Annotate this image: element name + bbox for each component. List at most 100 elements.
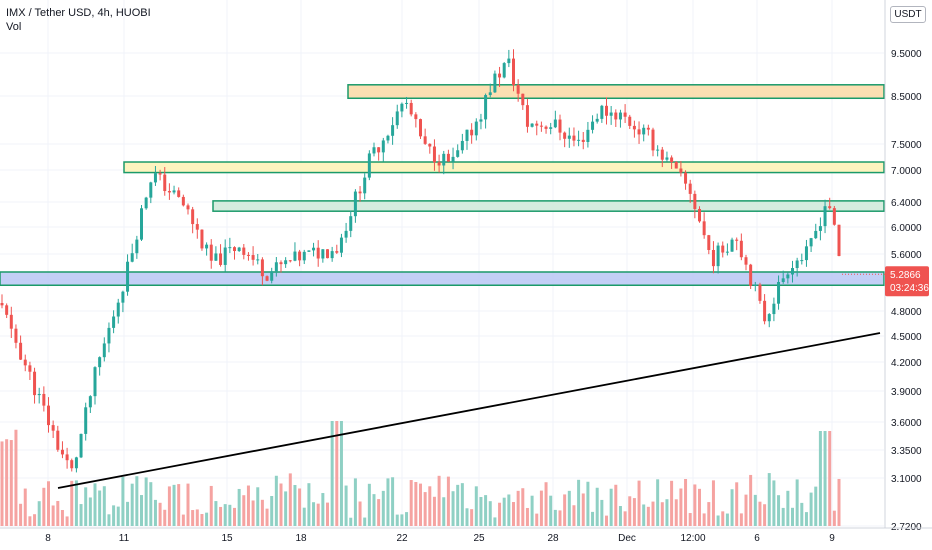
- last-price-value: 5.2866: [890, 270, 921, 281]
- zone-resistance-6.3[interactable]: [212, 200, 885, 212]
- volume-bar: [14, 429, 18, 526]
- candle-body: [609, 112, 613, 116]
- volume-bar: [581, 493, 585, 526]
- candle-body: [646, 127, 650, 130]
- candle-body: [725, 251, 729, 253]
- candle-body: [767, 314, 771, 322]
- volume-bar: [609, 488, 613, 526]
- volume-bar: [353, 478, 357, 526]
- candle-body: [623, 112, 627, 117]
- trendline-layer[interactable]: [57, 332, 881, 489]
- volume-bar: [126, 501, 130, 526]
- bar-countdown: 03:24:36: [890, 283, 929, 294]
- candle-body: [158, 173, 162, 175]
- candle-body: [326, 249, 329, 259]
- candle-body: [381, 140, 385, 153]
- volume-bar: [823, 431, 827, 526]
- candle-body: [628, 116, 632, 126]
- volume-bar: [149, 482, 153, 526]
- volume-bar: [107, 514, 111, 526]
- volume-bar: [521, 488, 525, 526]
- sr-zones[interactable]: [0, 84, 885, 286]
- volume-bar: [163, 509, 167, 526]
- volume-bar: [130, 483, 134, 526]
- candle-body: [753, 284, 757, 286]
- candle-body: [298, 251, 302, 261]
- volume-bar: [767, 473, 771, 526]
- symbol-title: IMX / Tether USD, 4h, HUOBI: [6, 7, 151, 19]
- candle-body: [200, 229, 204, 249]
- volume-bar: [228, 504, 232, 526]
- volume-bar: [498, 502, 502, 526]
- candle-body: [721, 245, 725, 253]
- candle-body: [274, 262, 278, 272]
- volume-bar: [656, 479, 660, 526]
- volume-bar: [637, 480, 641, 526]
- volume-bar: [460, 483, 464, 526]
- candle-body: [502, 63, 506, 78]
- volume-bar: [37, 501, 41, 526]
- volume-bar: [219, 506, 223, 526]
- candle-body: [707, 235, 711, 250]
- volume-bar: [195, 509, 199, 526]
- candle-body: [307, 250, 311, 252]
- volume-bar: [23, 488, 27, 526]
- volume-bar: [502, 497, 506, 526]
- candle-body: [693, 193, 697, 209]
- volume-bar: [326, 502, 329, 526]
- candle-body: [60, 449, 64, 455]
- candle-body: [484, 95, 488, 120]
- x-tick-label: 9: [829, 533, 835, 544]
- volume-bar: [274, 475, 278, 526]
- volume-bar: [558, 510, 562, 526]
- volume-bar: [293, 485, 297, 526]
- currency-button[interactable]: USDT: [890, 6, 926, 23]
- volume-bar: [423, 492, 427, 526]
- candle-body: [637, 129, 641, 135]
- candles: [0, 49, 841, 473]
- zone-resistance-8.5[interactable]: [347, 84, 885, 100]
- candle-body: [65, 454, 69, 461]
- candle-body: [293, 251, 297, 261]
- volume-bar: [153, 499, 157, 526]
- volume-bar: [60, 510, 64, 526]
- volume-bar: [632, 498, 636, 526]
- zone-support-5.2[interactable]: [0, 271, 885, 286]
- candle-body: [465, 129, 469, 141]
- volume-bar: [698, 488, 701, 526]
- candle-body: [116, 302, 120, 317]
- volume-bar: [432, 496, 436, 526]
- candle-body: [539, 125, 543, 127]
- volume-bar: [507, 494, 511, 526]
- x-tick-label: Dec: [618, 533, 636, 544]
- ascending-trendline[interactable]: [57, 332, 881, 489]
- volume-bar: [93, 483, 97, 526]
- x-tick-label: 18: [295, 533, 307, 544]
- volume-bar: [493, 517, 497, 526]
- volume-bar: [437, 475, 441, 526]
- volume-bar: [363, 517, 367, 526]
- volume-bar: [172, 484, 176, 526]
- candle-body: [47, 405, 50, 426]
- candle-body: [70, 460, 74, 469]
- volume-bar: [567, 490, 571, 526]
- volume-bar: [716, 515, 720, 526]
- candle-body: [51, 425, 55, 431]
- candle-body: [814, 230, 818, 239]
- volume-bar: [553, 509, 557, 526]
- volume-indicator-label[interactable]: Vol: [6, 21, 22, 33]
- volume-bar: [51, 505, 55, 526]
- volume-bar: [381, 490, 385, 526]
- candle-body: [679, 168, 683, 173]
- volume-bar: [288, 473, 292, 526]
- volume-bar: [739, 513, 743, 526]
- volume-bar: [516, 490, 520, 526]
- candle-body: [493, 73, 497, 93]
- candle-body: [9, 314, 13, 329]
- candle-body: [219, 253, 223, 265]
- volume-bar: [707, 502, 711, 526]
- zone-resistance-7.0[interactable]: [123, 161, 885, 174]
- volume-bar: [65, 516, 69, 526]
